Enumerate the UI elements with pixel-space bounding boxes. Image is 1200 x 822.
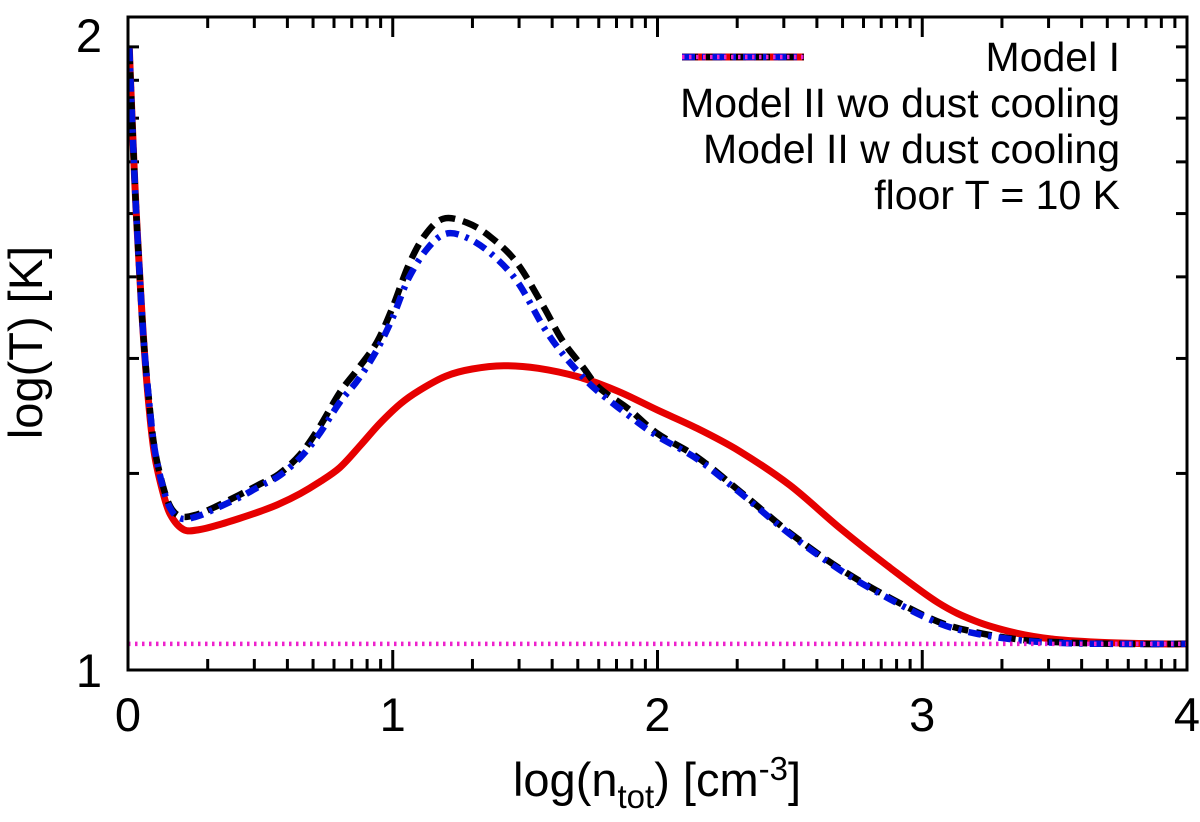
x-tick-label-3: 3 bbox=[909, 688, 936, 741]
legend-label-model-i: Model I bbox=[985, 34, 1120, 80]
y-axis-title: log(T) [K] bbox=[0, 245, 52, 440]
legend-entry-model-ii-wo-dust: Model II wo dust cooling bbox=[680, 53, 1140, 126]
legend: Model I Model II wo dust cooling Model I… bbox=[680, 34, 1140, 218]
x-axis-title-post: ] bbox=[787, 753, 802, 806]
plot-border bbox=[126, 15, 1189, 672]
legend-label-floor: floor T = 10 K bbox=[874, 172, 1120, 218]
x-tick-label-1: 1 bbox=[379, 688, 406, 741]
legend-entry-model-ii-w-dust: Model II w dust cooling bbox=[680, 53, 1140, 172]
legend-sample-model-ii-w-dust bbox=[682, 53, 805, 61]
legend-label-model-ii-w-dust: Model II w dust cooling bbox=[702, 126, 1120, 172]
legend-label-model-ii-wo-dust: Model II wo dust cooling bbox=[680, 80, 1120, 126]
legend-sample-floor bbox=[682, 54, 805, 60]
x-tick-label-0: 0 bbox=[114, 688, 142, 741]
x-axis-title: log(ntot) [cm-3] bbox=[407, 750, 907, 815]
curve-model-ii-w-dust-cooling bbox=[127, 48, 1188, 648]
x-axis-title-pre: log(n bbox=[512, 753, 618, 806]
y-tick-label-1: 1 bbox=[75, 644, 102, 697]
x-tick-label-2: 2 bbox=[644, 688, 671, 741]
x-axis-title-sub: tot bbox=[617, 778, 655, 815]
x-axis-title-sup: -3 bbox=[758, 750, 788, 787]
x-axis-title-mid: ) [cm bbox=[654, 753, 759, 806]
legend-entry-floor: floor T = 10 K bbox=[680, 54, 1140, 218]
x-tick-label-4: 4 bbox=[1173, 688, 1200, 741]
y-tick-label-2: 2 bbox=[75, 9, 102, 62]
